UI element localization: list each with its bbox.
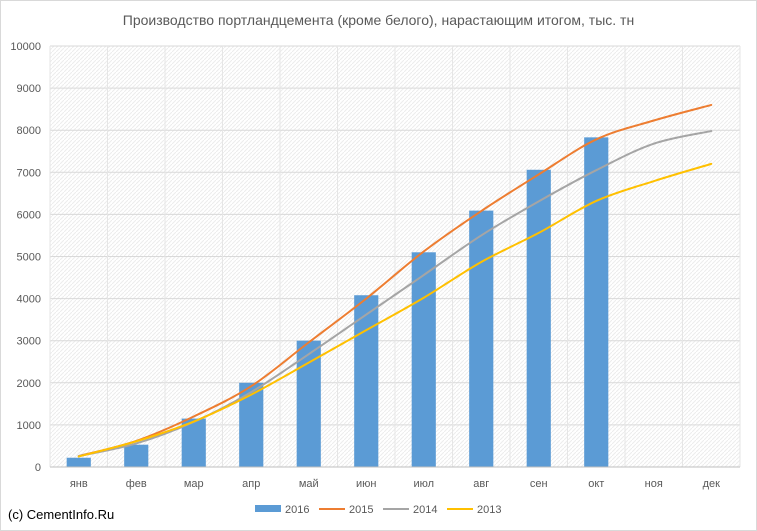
gridlines [49,45,741,468]
legend-label-2016: 2016 [285,504,309,516]
bar-2016 [584,137,609,467]
legend-label-2015: 2015 [349,504,373,516]
x-tick-label: июл [413,478,434,490]
bar-2016 [66,457,91,467]
y-tick-label: 1000 [17,420,41,432]
x-tick-label: янв [70,478,88,490]
x-axis: янв фев мар апр май июн июл авг сен окт ноя дек [50,466,740,490]
x-tick-label: авг [473,478,489,490]
y-tick-label: 10000 [10,41,41,53]
x-tick-label: июн [356,478,376,490]
bar-2016 [526,169,551,468]
line-2013 [77,162,713,458]
legend-label-2013: 2013 [477,504,501,516]
y-tick-label: 7000 [17,167,41,179]
y-axis: 0 1000 2000 3000 4000 5000 6000 7000 8000 9000 100… [10,41,41,474]
line-series [77,103,713,458]
y-tick-label: 0 [35,462,41,474]
x-tick-label: апр [242,478,260,490]
y-tick-label: 2000 [17,378,41,390]
y-tick-label: 8000 [17,125,41,137]
bar-2016 [181,418,206,467]
y-tick-label: 4000 [17,294,41,306]
x-tick-label: окт [588,478,604,490]
legend-swatch-2016 [255,505,281,512]
y-tick-label: 6000 [17,209,41,221]
line-2015 [77,103,713,458]
y-tick-label: 3000 [17,336,41,348]
bar-2016 [124,444,149,467]
y-tick-label: 9000 [17,83,41,95]
x-tick-label: май [299,478,319,490]
bar-2016 [354,295,379,467]
x-tick-label: сен [530,478,548,490]
x-tick-label: ноя [645,478,663,490]
legend-label-2014: 2014 [413,504,437,516]
x-tick-label: фев [126,478,147,490]
x-tick-label: дек [703,478,721,490]
bar-2016 [469,210,494,467]
bar-2016 [411,252,436,467]
legend: 2016 2015 2014 2013 [255,504,501,516]
y-tick-label: 5000 [17,252,41,264]
bar-series [66,137,609,468]
chart-title: Производство портландцемента (кроме бело… [122,12,635,28]
x-tick-label: мар [184,478,204,490]
copyright-text: (c) CementInfo.Ru [8,507,115,522]
